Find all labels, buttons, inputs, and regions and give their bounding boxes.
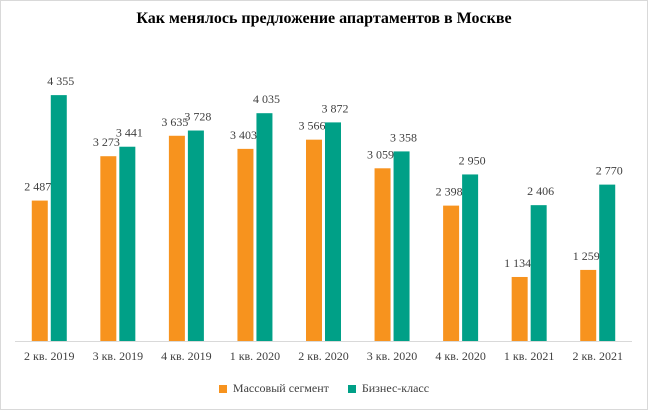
- legend-swatch-business: [347, 384, 356, 393]
- bar-mass-8: [580, 269, 597, 341]
- bar-business-2: [187, 130, 204, 341]
- x-tick-label-1: 3 кв. 2019: [93, 349, 144, 363]
- bar-mass-7: [511, 276, 528, 341]
- data-label-business-7: 2 406: [527, 184, 554, 198]
- chart-title: Как менялось предложение апартаментов в …: [136, 10, 512, 27]
- data-label-business-4: 3 872: [322, 101, 349, 115]
- x-tick-label-0: 2 кв. 2019: [24, 349, 75, 363]
- data-label-business-6: 2 950: [459, 153, 486, 167]
- data-label-business-0: 4 355: [47, 74, 74, 88]
- x-tick-label-8: 2 кв. 2021: [572, 349, 623, 363]
- bar-business-8: [599, 184, 616, 341]
- data-label-mass-8: 1 259: [573, 249, 600, 263]
- legend-label-business: Бизнес-класс: [361, 381, 430, 395]
- bar-business-3: [256, 113, 273, 341]
- data-label-mass-6: 2 398: [436, 185, 463, 199]
- bar-mass-2: [168, 135, 185, 341]
- data-label-mass-2: 3 635: [161, 115, 188, 129]
- x-tick-label-4: 2 кв. 2020: [298, 349, 349, 363]
- bar-business-6: [462, 174, 479, 341]
- legend-swatch-mass: [218, 384, 227, 393]
- x-tick-label-2: 4 кв. 2019: [161, 349, 212, 363]
- data-label-business-1: 3 441: [116, 126, 143, 140]
- x-tick-label-3: 1 кв. 2020: [230, 349, 281, 363]
- bar-business-5: [393, 151, 410, 341]
- bar-mass-1: [100, 156, 117, 341]
- data-label-mass-0: 2 487: [24, 180, 51, 194]
- data-label-mass-4: 3 566: [299, 119, 326, 133]
- bar-business-7: [530, 205, 547, 341]
- data-label-business-3: 4 035: [253, 92, 280, 106]
- bar-mass-5: [374, 168, 391, 341]
- legend-label-mass: Массовый сегмент: [232, 381, 329, 395]
- bar-mass-0: [31, 200, 48, 341]
- bar-mass-6: [443, 205, 460, 341]
- bar-business-4: [325, 122, 341, 341]
- data-label-business-5: 3 358: [390, 130, 417, 144]
- bar-business-1: [119, 146, 136, 341]
- bar-business-0: [50, 95, 67, 341]
- legend-item-mass: Массовый сегмент: [218, 381, 329, 396]
- data-label-mass-7: 1 134: [504, 256, 531, 270]
- data-label-mass-5: 3 059: [367, 147, 394, 161]
- legend-item-business: Бизнес-класс: [347, 381, 430, 396]
- bar-mass-4: [306, 139, 322, 341]
- x-tick-label-6: 4 кв. 2020: [435, 349, 486, 363]
- data-label-mass-3: 3 403: [230, 128, 257, 142]
- data-label-business-2: 3 728: [184, 110, 211, 124]
- legend: Массовый сегмент Бизнес-класс: [0, 381, 648, 397]
- data-label-mass-1: 3 273: [93, 135, 120, 149]
- x-tick-label-7: 1 кв. 2021: [504, 349, 555, 363]
- bar-mass-3: [237, 148, 254, 341]
- x-tick-label-5: 3 кв. 2020: [367, 349, 418, 363]
- data-label-business-8: 2 770: [596, 164, 623, 178]
